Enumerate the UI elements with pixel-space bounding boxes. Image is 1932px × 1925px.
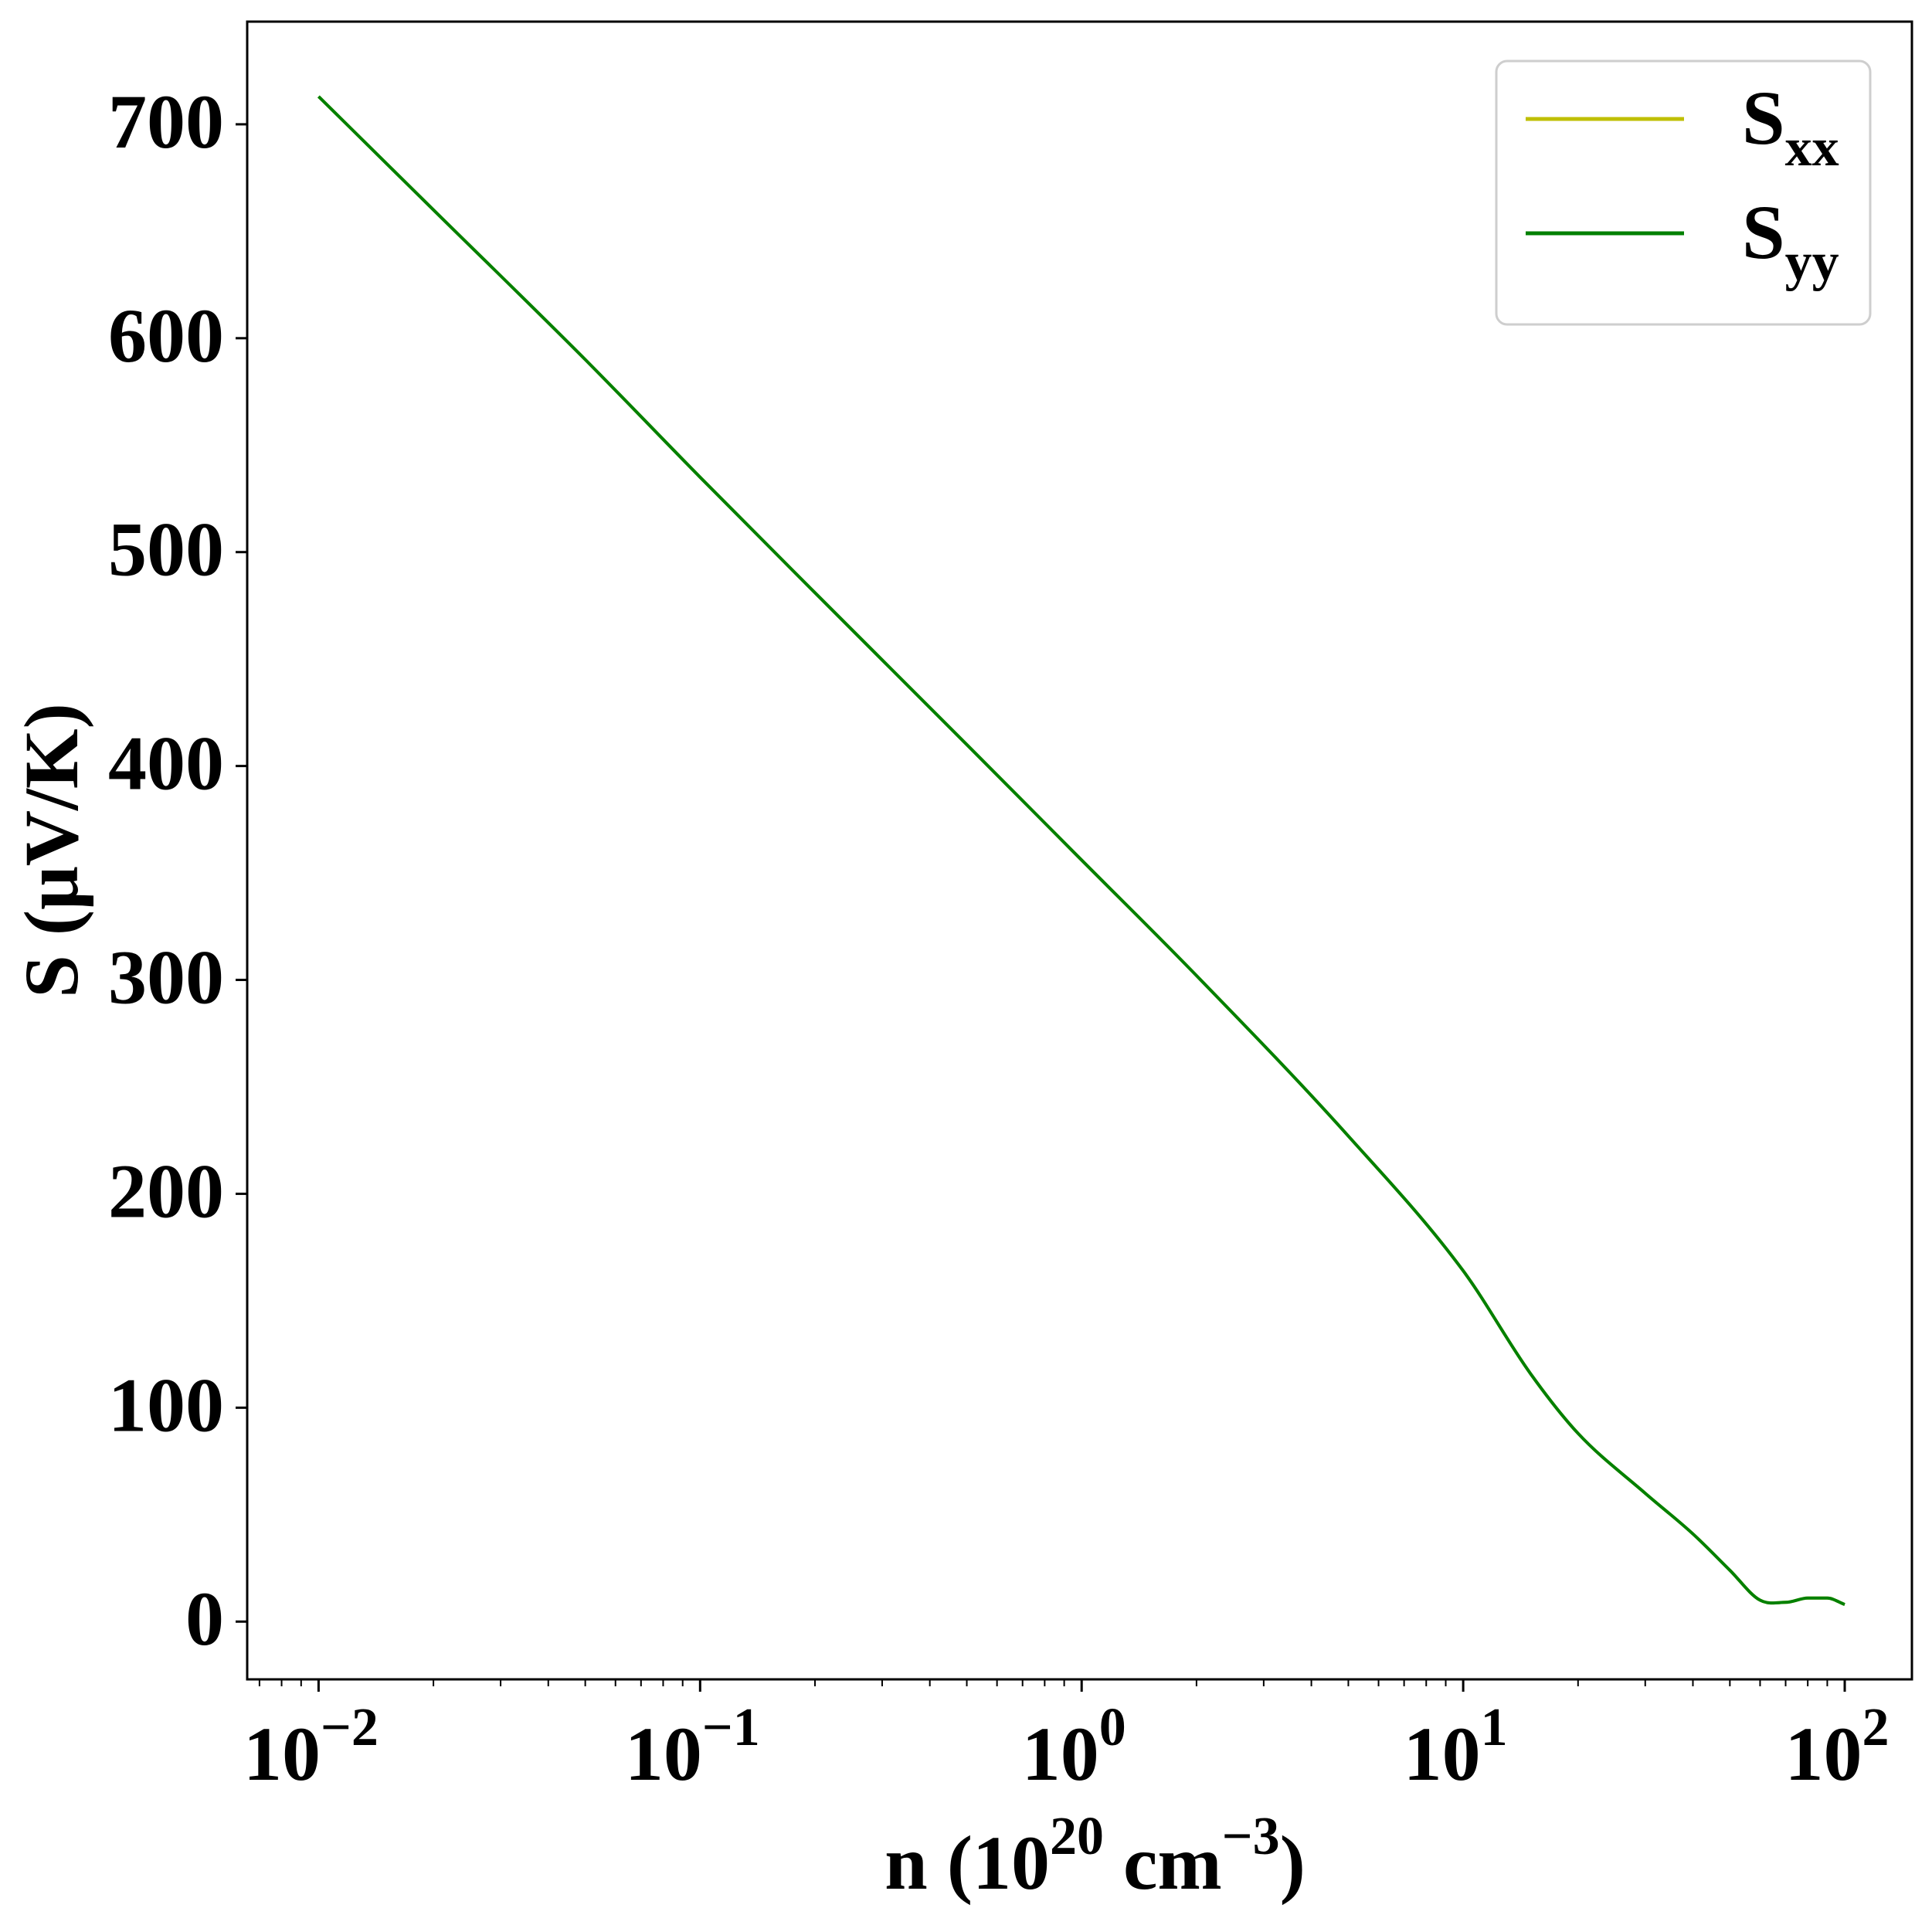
plot-frame bbox=[246, 20, 1913, 1681]
y-tick-label: 600 bbox=[108, 293, 224, 379]
x-tick-label: 10−2 bbox=[243, 1698, 379, 1797]
y-tick-label: 700 bbox=[108, 79, 224, 165]
y-tick-label: 0 bbox=[185, 1576, 224, 1662]
legend-label-yy: Syy bbox=[1742, 189, 1839, 292]
series-line-syy bbox=[317, 95, 1845, 1606]
y-tick-label: 500 bbox=[108, 507, 224, 592]
series-layer bbox=[317, 95, 1845, 1606]
x-tick-label: 102 bbox=[1785, 1698, 1890, 1797]
x-tick-label: 101 bbox=[1404, 1698, 1508, 1797]
y-axis-title: S (μV/K) bbox=[8, 703, 94, 998]
legend-box bbox=[1495, 59, 1872, 326]
x-axis-title: n (1020 cm−3) bbox=[885, 1807, 1306, 1906]
axes-layer: 0 100 200 300 400 500 600 700 10−2 10−1 100 101 102 n… bbox=[8, 20, 1913, 1906]
y-tick-label: 100 bbox=[108, 1362, 224, 1448]
y-tick-label: 400 bbox=[108, 721, 224, 806]
y-tick-label: 300 bbox=[108, 935, 224, 1020]
legend: Sxx Syy bbox=[1495, 59, 1872, 326]
y-tick-label: 200 bbox=[108, 1148, 224, 1234]
legend-label-xx: Sxx bbox=[1742, 75, 1839, 178]
x-tick-label: 100 bbox=[1022, 1698, 1126, 1797]
x-tick-label: 10−1 bbox=[625, 1698, 760, 1797]
